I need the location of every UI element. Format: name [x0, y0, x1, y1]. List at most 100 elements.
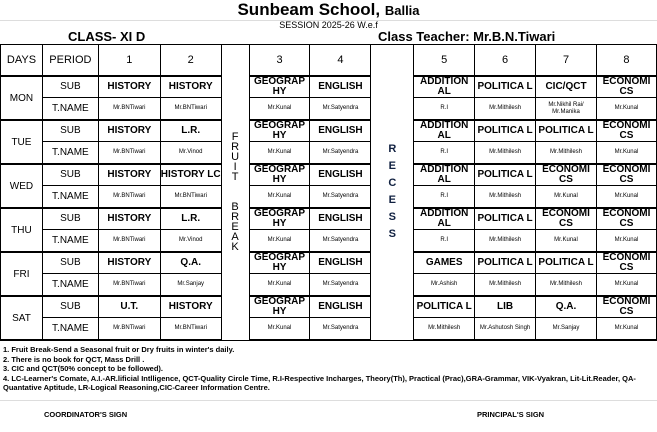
note: 4. LC-Learner's Comate, A.I.-AR.lificial…	[3, 373, 636, 393]
teacher-cell: Mr.Satyendra	[309, 185, 372, 209]
teacher-label: T.NAME	[41, 317, 99, 341]
teacher-cell: Mr.Satyendra	[309, 141, 372, 165]
recess-letter: S	[388, 211, 396, 224]
subject-cell: ECONOMI CS	[535, 207, 597, 230]
table-row: T.NAME Mr.BNTiwari Mr.Sanjay Mr.Kunal Mr.Sat…	[1, 273, 657, 297]
table-row: MON SUB HISTORY HISTORY GEOGRAP HY ENGLISH ADD…	[0, 75, 657, 121]
subject-cell: HISTORY	[159, 75, 222, 98]
subject-cell: GEOGRAP HY	[248, 295, 311, 318]
subject-cell: POLITICA L	[535, 251, 597, 274]
teacher-cell: Mr.Vinod	[159, 141, 222, 165]
teacher-cell: Mr.Nikhil Rai/ Mr.Manika	[535, 97, 597, 121]
teacher-cell: Mr.Satyendra	[309, 317, 372, 341]
day-label: TUE	[0, 119, 43, 165]
days-header: DAYS	[0, 44, 43, 77]
subject-cell: HISTORY	[159, 295, 222, 318]
table-row: T.NAME Mr.BNTiwari Mr.Vinod Mr.Kunal Mr.Saty…	[1, 229, 657, 253]
subject-cell: Q.A.	[535, 295, 597, 318]
subject-cell: HISTORY	[97, 163, 161, 186]
teacher-cell: Mr.Ashish	[413, 273, 476, 297]
teacher-cell: Mr.Sanjay	[159, 273, 222, 297]
subject-cell: ECONOMI CS	[535, 163, 597, 186]
teacher-cell: Mr.Satyendra	[309, 97, 372, 121]
teacher-cell: Mr.Kunal	[248, 185, 311, 209]
teacher-label: T.NAME	[41, 141, 99, 165]
period-number: 5	[413, 44, 476, 77]
teacher-cell: Mr.BNTiwari	[97, 317, 161, 341]
teacher-cell: Mr.Mithilesh	[474, 141, 537, 165]
teacher-cell: Mr.Kunal	[248, 317, 311, 341]
subject-cell: Q.A.	[159, 251, 222, 274]
subject-cell: HISTORY	[97, 251, 161, 274]
principal-sign: PRINCIPAL'S SIGN	[477, 410, 545, 419]
teacher-cell: Mr.Kunal	[535, 185, 597, 209]
recess-letter: E	[388, 160, 396, 173]
note: 3. CIC and QCT(50% concept to be followe…	[3, 364, 164, 373]
recess-letter: S	[388, 228, 396, 241]
teacher-cell: Mr.Mithilesh	[474, 229, 537, 253]
teacher-cell: R.I	[413, 185, 476, 209]
subject-cell: ENGLISH	[309, 251, 372, 274]
table-row: T.NAME Mr.BNTiwari Mr.Vinod Mr.Kunal Mr.Saty…	[1, 141, 657, 165]
teacher-cell: Mr.BNTiwari	[97, 97, 161, 121]
sub-label: SUB	[41, 119, 99, 142]
subject-cell: HISTORY	[97, 119, 161, 142]
school-city: Ballia	[384, 3, 420, 18]
teacher-cell: Mr.BNTiwari	[97, 273, 161, 297]
table-row: THU SUB HISTORY L.R. GEOGRAP HY ENGLISH ADDITI…	[0, 207, 657, 253]
subject-cell: ENGLISH	[309, 295, 372, 318]
period-number: 8	[595, 44, 657, 77]
subject-cell: L.R.	[159, 207, 222, 230]
teacher-cell: Mr.Mithilesh	[413, 317, 476, 341]
fruit-break-letter: A	[231, 231, 239, 244]
teacher-cell: Mr.Kunal	[595, 97, 657, 121]
teacher-label: T.NAME	[41, 229, 99, 253]
fruit-break-letter: U	[231, 151, 240, 164]
subject-cell: ECONOMI CS	[595, 163, 657, 186]
subject-cell: ENGLISH	[309, 163, 372, 186]
fruit-break-letter: T	[231, 171, 239, 184]
teacher-cell: Mr.Kunal	[248, 141, 311, 165]
subject-cell: ENGLISH	[309, 119, 372, 142]
teacher-cell: Mr.Kunal	[595, 317, 657, 341]
teacher-cell: Mr.Vinod	[159, 229, 222, 253]
subject-cell: GEOGRAP HY	[248, 119, 311, 142]
fruit-break-letter: K	[231, 241, 239, 254]
subject-cell: GEOGRAP HY	[248, 251, 311, 274]
teacher-cell: Mr.Mithilesh	[474, 185, 537, 209]
teacher-label: T.NAME	[41, 97, 99, 121]
fruit-break-letter: F	[231, 131, 239, 144]
recess-letter: C	[388, 177, 397, 190]
divider	[0, 400, 657, 401]
subject-cell: HISTORY	[97, 207, 161, 230]
period-number: 3	[248, 44, 311, 77]
subject-cell: ADDITION AL	[413, 163, 476, 186]
subject-cell: POLITICA L	[474, 119, 537, 142]
teacher-cell: Mr.BNTiwari	[159, 97, 222, 121]
subject-cell: ECONOMI CS	[595, 75, 657, 98]
period-number: 4	[309, 44, 372, 77]
subject-cell: POLITICA L	[535, 119, 597, 142]
teacher-label: T.NAME	[41, 185, 99, 209]
table-row: T.NAME Mr.BNTiwari Mr.BNTiwari Mr.Kunal Mr.S…	[1, 317, 657, 341]
period-header: PERIOD	[41, 44, 99, 77]
teacher-cell: Mr.Kunal	[595, 273, 657, 297]
teacher-cell: Mr.Ashutosh Singh	[474, 317, 537, 341]
timetable: DAYS PERIOD 1 2 F R U I T B R E A K 3 4 R E C E S S 5 6 7 8 MON SU…	[0, 44, 657, 341]
teacher-cell: Mr.BNTiwari	[159, 317, 222, 341]
subject-cell: GEOGRAP HY	[248, 207, 311, 230]
subject-cell: POLITICA L	[474, 75, 537, 98]
teacher-label: T.NAME	[41, 273, 99, 297]
teacher-cell: R.I	[413, 141, 476, 165]
teacher-cell: Mr.Mithilesh	[474, 97, 537, 121]
teacher-cell: Mr.Kunal	[595, 141, 657, 165]
table-row: FRI SUB HISTORY Q.A. GEOGRAP HY ENGLISH GAMES P…	[0, 251, 657, 297]
subject-cell: U.T.	[97, 295, 161, 318]
teacher-cell: Mr.Kunal	[535, 229, 597, 253]
day-label: FRI	[0, 251, 43, 297]
teacher-cell: Mr.Kunal	[248, 273, 311, 297]
teacher-cell: Mr.BNTiwari	[159, 185, 222, 209]
note: 2. There is no book for QCT, Mass Drill …	[3, 354, 145, 364]
